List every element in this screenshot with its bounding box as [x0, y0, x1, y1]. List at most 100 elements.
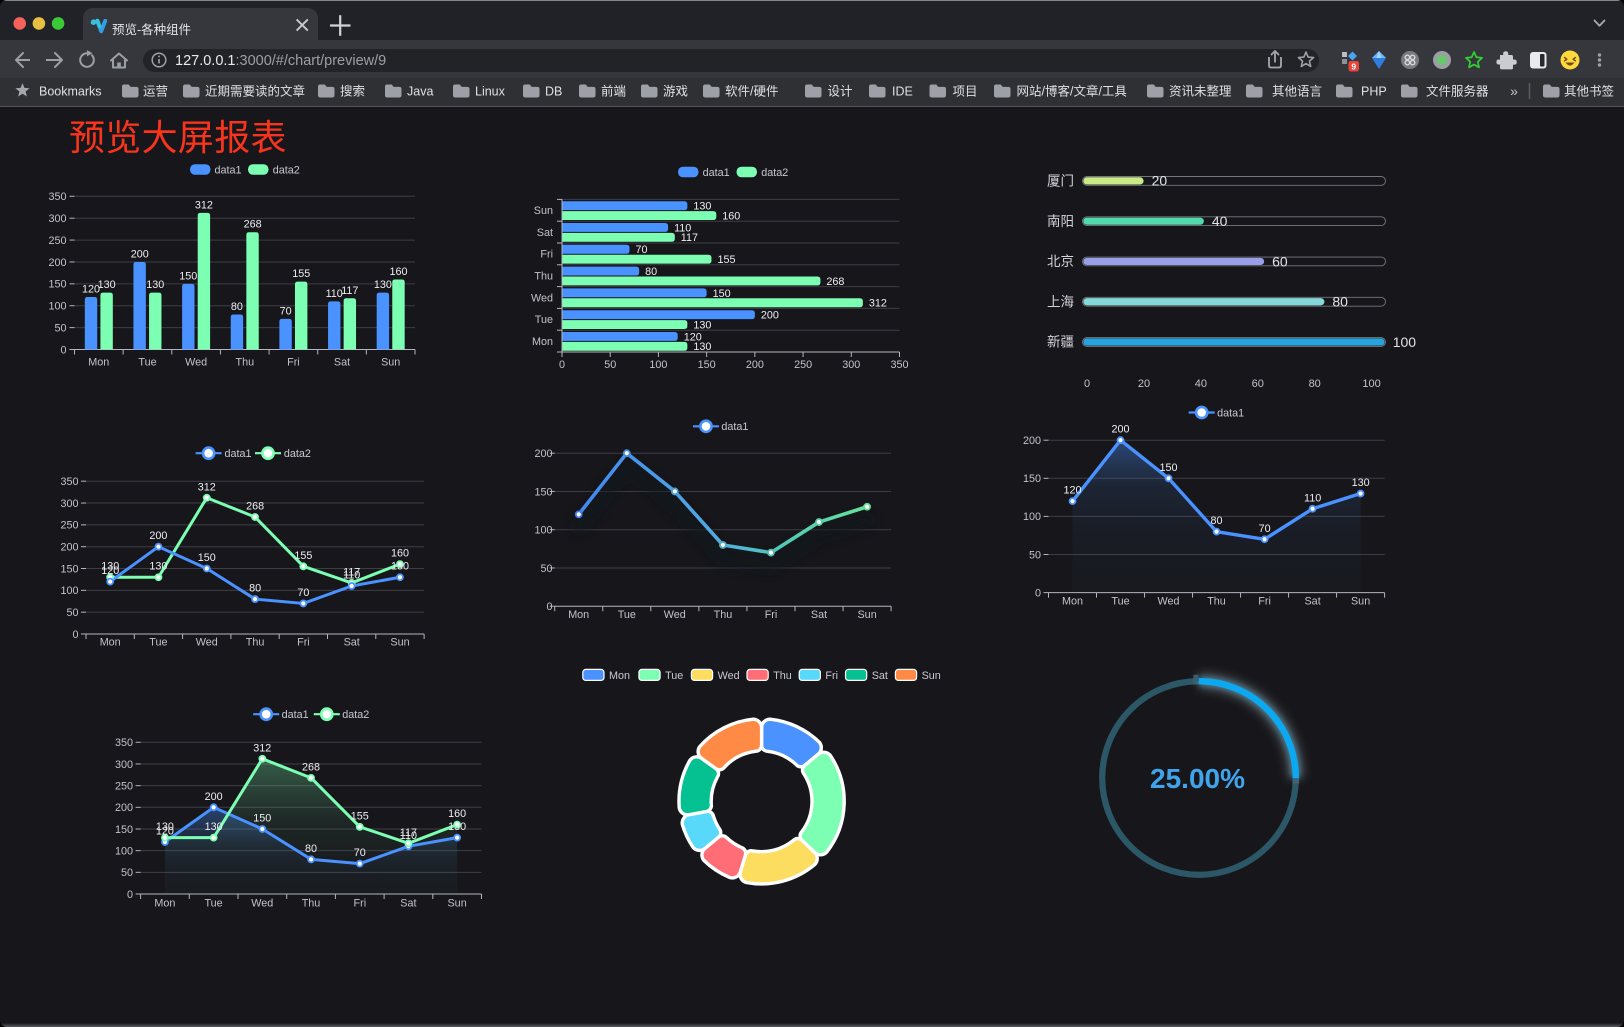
- svg-text:250: 250: [115, 780, 133, 792]
- svg-text:Bookmarks: Bookmarks: [39, 84, 102, 98]
- svg-text:Java: Java: [407, 84, 433, 98]
- svg-text:120: 120: [684, 331, 702, 343]
- svg-text:350: 350: [60, 476, 78, 488]
- svg-text:70: 70: [280, 305, 292, 317]
- svg-text:150: 150: [534, 486, 552, 498]
- svg-text:Mon: Mon: [609, 670, 630, 682]
- svg-text:160: 160: [448, 808, 466, 820]
- svg-text:120: 120: [101, 565, 119, 577]
- svg-text:Sun: Sun: [922, 670, 941, 682]
- svg-text:130: 130: [374, 279, 392, 291]
- svg-text:50: 50: [604, 359, 616, 371]
- svg-text:0: 0: [546, 601, 552, 613]
- svg-text:268: 268: [302, 761, 320, 773]
- svg-text:130: 130: [149, 561, 167, 573]
- svg-text:312: 312: [253, 742, 271, 754]
- svg-text:Wed: Wed: [251, 898, 273, 910]
- svg-text:Sat: Sat: [334, 356, 350, 368]
- svg-text:150: 150: [60, 563, 78, 575]
- svg-text:前端: 前端: [601, 83, 626, 98]
- svg-text:Wed: Wed: [531, 292, 553, 304]
- svg-text:70: 70: [1259, 523, 1271, 535]
- svg-text:110: 110: [400, 830, 417, 842]
- svg-text:Tue: Tue: [618, 609, 636, 621]
- svg-text:Mon: Mon: [532, 336, 553, 348]
- svg-text:155: 155: [351, 810, 369, 822]
- svg-text:150: 150: [179, 270, 197, 282]
- svg-text:110: 110: [1304, 492, 1321, 504]
- svg-text:160: 160: [389, 266, 407, 278]
- svg-text:130: 130: [156, 821, 174, 833]
- svg-text:Fri: Fri: [540, 249, 553, 261]
- svg-text:100: 100: [649, 359, 667, 371]
- svg-text:data1: data1: [1217, 407, 1244, 419]
- svg-text:150: 150: [253, 813, 271, 825]
- svg-text:110: 110: [326, 288, 343, 300]
- svg-text:Fri: Fri: [765, 609, 778, 621]
- svg-text:Wed: Wed: [185, 356, 207, 368]
- svg-text:350: 350: [48, 191, 66, 203]
- svg-text:350: 350: [115, 737, 133, 749]
- svg-text:Sat: Sat: [537, 227, 553, 239]
- svg-text:Wed: Wed: [664, 609, 686, 621]
- svg-text:120: 120: [82, 284, 100, 296]
- svg-text:120: 120: [156, 826, 174, 838]
- svg-text:130: 130: [146, 279, 164, 291]
- svg-text:150: 150: [48, 279, 66, 291]
- svg-text:Fri: Fri: [354, 898, 367, 910]
- svg-text:data2: data2: [761, 167, 788, 179]
- svg-text:155: 155: [292, 268, 310, 280]
- svg-text:117: 117: [400, 827, 417, 839]
- svg-text:Sat: Sat: [344, 637, 360, 649]
- svg-text:其他语言: 其他语言: [1272, 84, 1322, 98]
- svg-text:Thu: Thu: [534, 271, 553, 283]
- svg-text:data1: data1: [703, 167, 730, 179]
- svg-text:200: 200: [60, 542, 78, 554]
- svg-text:150: 150: [115, 824, 133, 836]
- svg-text:100: 100: [1023, 511, 1041, 523]
- svg-text:Thu: Thu: [246, 637, 265, 649]
- svg-text:Mon: Mon: [100, 637, 121, 649]
- svg-text:110: 110: [674, 222, 691, 234]
- svg-text:155: 155: [294, 550, 312, 562]
- svg-text:Thu: Thu: [1207, 596, 1226, 608]
- svg-text:50: 50: [540, 563, 552, 575]
- svg-text:Tue: Tue: [204, 898, 222, 910]
- svg-text:80: 80: [1332, 294, 1348, 310]
- svg-text:Thu: Thu: [235, 356, 254, 368]
- svg-text:130: 130: [101, 561, 119, 573]
- svg-text:20: 20: [1138, 378, 1150, 390]
- svg-text:Sat: Sat: [811, 609, 827, 621]
- svg-text:268: 268: [246, 501, 264, 513]
- svg-text:60: 60: [1272, 253, 1288, 269]
- svg-text:130: 130: [391, 561, 409, 573]
- svg-text:0: 0: [72, 629, 78, 641]
- svg-text:data1: data1: [282, 709, 309, 721]
- svg-text:200: 200: [761, 310, 779, 322]
- svg-text:312: 312: [198, 481, 216, 493]
- svg-text:Fri: Fri: [1258, 596, 1271, 608]
- svg-text:117: 117: [341, 285, 358, 297]
- svg-text:南阳: 南阳: [1047, 214, 1074, 229]
- svg-text:130: 130: [448, 821, 466, 833]
- svg-text:0: 0: [1084, 378, 1090, 390]
- svg-text:50: 50: [121, 867, 133, 879]
- svg-text:100: 100: [115, 846, 133, 858]
- svg-text:268: 268: [826, 276, 844, 288]
- svg-text:近期需要读的文章: 近期需要读的文章: [205, 83, 305, 98]
- svg-text:70: 70: [636, 244, 648, 256]
- svg-text:80: 80: [645, 266, 657, 278]
- svg-text:250: 250: [60, 520, 78, 532]
- svg-text:data1: data1: [215, 164, 242, 176]
- svg-text:300: 300: [48, 213, 66, 225]
- svg-text:200: 200: [115, 802, 133, 814]
- svg-text:200: 200: [48, 257, 66, 269]
- svg-text:Thu: Thu: [714, 609, 733, 621]
- svg-text:Fri: Fri: [297, 637, 310, 649]
- svg-text:130: 130: [693, 201, 711, 213]
- svg-text:Tue: Tue: [535, 314, 553, 326]
- svg-text:70: 70: [354, 847, 366, 859]
- svg-text:40: 40: [1195, 378, 1207, 390]
- svg-text:80: 80: [1210, 515, 1222, 527]
- svg-text:Sat: Sat: [400, 898, 416, 910]
